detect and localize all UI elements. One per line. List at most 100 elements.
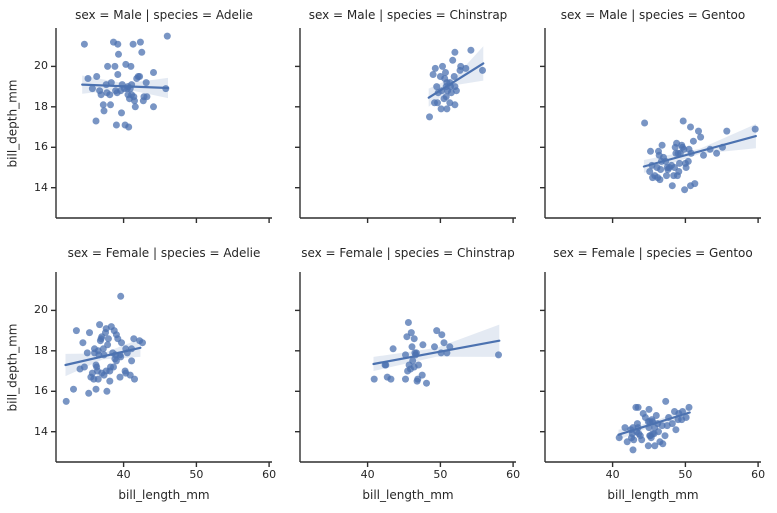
data-point bbox=[402, 375, 409, 383]
data-point bbox=[127, 62, 135, 70]
x-tick-label: 40 bbox=[605, 468, 620, 481]
data-point bbox=[442, 69, 449, 76]
data-point bbox=[114, 40, 122, 48]
data-point bbox=[107, 79, 115, 87]
regression-line bbox=[642, 134, 757, 168]
data-point bbox=[638, 436, 646, 444]
data-point bbox=[136, 73, 144, 80]
data-point bbox=[689, 137, 697, 145]
y-tick-label: 16 bbox=[34, 384, 48, 398]
data-point bbox=[94, 375, 102, 383]
data-point bbox=[118, 339, 125, 347]
data-point bbox=[370, 375, 378, 383]
data-point bbox=[100, 107, 108, 115]
data-point bbox=[433, 83, 441, 91]
data-point bbox=[713, 149, 721, 157]
data-point bbox=[668, 182, 676, 190]
data-point bbox=[656, 176, 664, 184]
data-point bbox=[93, 73, 101, 80]
confidence-band bbox=[373, 324, 500, 371]
data-point bbox=[450, 73, 458, 80]
data-point bbox=[117, 353, 125, 361]
regression-line bbox=[372, 339, 501, 366]
data-point bbox=[462, 64, 470, 72]
data-point bbox=[80, 40, 88, 48]
data-point bbox=[700, 151, 707, 159]
data-point bbox=[439, 62, 446, 70]
x-tick-label: 60 bbox=[262, 468, 277, 481]
data-point bbox=[634, 403, 642, 411]
data-point bbox=[79, 339, 87, 347]
data-point bbox=[131, 103, 139, 111]
data-point bbox=[104, 341, 112, 349]
x-tick-label: 60 bbox=[751, 468, 766, 481]
data-point bbox=[652, 412, 660, 419]
data-point bbox=[663, 172, 670, 180]
data-point bbox=[452, 87, 460, 95]
facet-title: sex = Male | species = Chinstrap bbox=[308, 8, 508, 22]
data-point bbox=[644, 442, 652, 450]
data-point bbox=[129, 40, 137, 48]
data-point bbox=[437, 105, 445, 113]
data-point bbox=[92, 385, 100, 393]
data-point bbox=[449, 56, 457, 64]
y-tick-label: 14 bbox=[34, 180, 48, 194]
x-axis-label: bill_length_mm bbox=[362, 488, 454, 502]
data-point bbox=[92, 117, 100, 125]
data-point bbox=[676, 159, 683, 167]
data-point bbox=[70, 385, 77, 393]
data-point bbox=[131, 97, 138, 105]
data-point bbox=[431, 343, 438, 351]
data-point bbox=[125, 123, 133, 131]
data-point bbox=[107, 101, 114, 109]
data-point bbox=[684, 157, 692, 165]
data-point bbox=[681, 186, 689, 194]
data-point bbox=[697, 133, 705, 141]
data-point bbox=[431, 64, 439, 72]
facet-plot bbox=[295, 272, 516, 467]
data-point bbox=[660, 153, 667, 161]
data-point bbox=[150, 69, 157, 76]
data-point bbox=[389, 345, 397, 353]
data-point bbox=[438, 331, 446, 339]
x-tick-label: 40 bbox=[360, 468, 375, 481]
data-point bbox=[106, 377, 114, 385]
x-tick-label: 40 bbox=[116, 468, 131, 481]
data-point bbox=[114, 71, 122, 78]
x-axis-label: bill_length_mm bbox=[607, 488, 699, 502]
y-tick-label: 18 bbox=[34, 343, 48, 357]
data-point bbox=[88, 85, 96, 93]
data-point bbox=[143, 93, 151, 101]
data-point bbox=[434, 99, 441, 107]
y-tick-label: 14 bbox=[34, 424, 48, 438]
data-point bbox=[691, 180, 699, 188]
data-point bbox=[751, 125, 759, 133]
data-point bbox=[655, 428, 662, 436]
x-tick-label: 60 bbox=[506, 468, 521, 481]
regression-line bbox=[617, 411, 691, 436]
data-point bbox=[111, 62, 119, 70]
data-point bbox=[440, 339, 448, 347]
data-point bbox=[639, 410, 647, 417]
confidence-band bbox=[643, 124, 756, 173]
data-point bbox=[72, 327, 80, 335]
facet-title: sex = Female | species = Adelie bbox=[67, 246, 261, 260]
data-point bbox=[662, 397, 670, 405]
data-point bbox=[451, 48, 459, 56]
data-point bbox=[682, 414, 690, 421]
data-point bbox=[96, 321, 104, 329]
data-point bbox=[651, 442, 659, 450]
data-point bbox=[138, 48, 146, 56]
data-point bbox=[62, 397, 70, 405]
x-tick-label: 50 bbox=[678, 468, 693, 481]
y-tick-label: 20 bbox=[34, 59, 48, 73]
facet-plot bbox=[51, 28, 272, 223]
data-point bbox=[679, 117, 687, 125]
data-point bbox=[104, 62, 112, 70]
data-point bbox=[130, 335, 138, 343]
facet-title: sex = Male | species = Adelie bbox=[75, 8, 253, 22]
data-point bbox=[479, 66, 486, 74]
data-point bbox=[682, 164, 690, 171]
regression-line bbox=[427, 62, 485, 99]
data-point bbox=[382, 361, 390, 369]
